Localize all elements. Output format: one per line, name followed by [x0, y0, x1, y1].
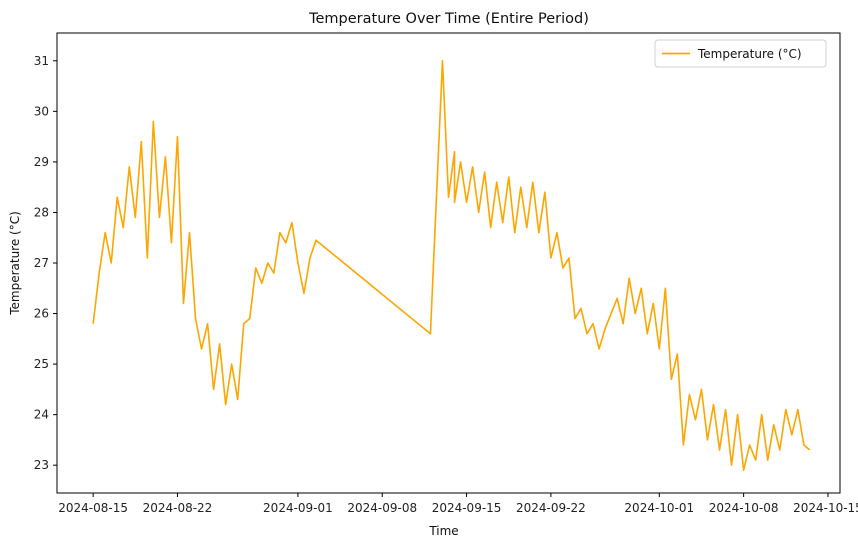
tick-marks: 2024-08-15 2024-08-22 2024-09-01 2024-09-08…: [34, 54, 858, 515]
y-tick-label: 27: [34, 256, 49, 270]
x-tick-label: 2024-08-15: [58, 501, 128, 515]
y-tick-label: 28: [34, 205, 49, 219]
legend: Temperature (°C): [654, 39, 827, 68]
x-tick-label: 2024-09-22: [516, 501, 586, 515]
x-tick-label: 2024-09-08: [347, 501, 417, 515]
y-tick-label: 23: [34, 458, 49, 472]
x-tick-label: 2024-08-22: [143, 501, 213, 515]
x-tick-label: 2024-10-01: [624, 501, 694, 515]
x-tick-label: 2024-09-15: [432, 501, 502, 515]
y-tick-label: 26: [34, 307, 49, 321]
y-tick-label: 29: [34, 155, 49, 169]
x-tick-label: 2024-10-08: [709, 501, 779, 515]
x-tick-label: 2024-10-15: [793, 501, 858, 515]
series-line-temperature: [92, 59, 811, 472]
legend-label: Temperature (°C): [697, 47, 802, 61]
legend-box: [654, 39, 827, 68]
y-tick-label: 30: [34, 104, 49, 118]
y-tick-label: 24: [34, 408, 49, 422]
y-axis-title: Temperature (°C): [8, 211, 22, 316]
chart-title: Temperature Over Time (Entire Period): [308, 11, 589, 27]
x-tick-label: 2024-09-01: [263, 501, 333, 515]
x-axis-title: Time: [428, 524, 458, 538]
y-tick-label: 25: [34, 357, 49, 371]
y-tick-label: 31: [34, 54, 49, 68]
plot-area: [92, 59, 811, 472]
